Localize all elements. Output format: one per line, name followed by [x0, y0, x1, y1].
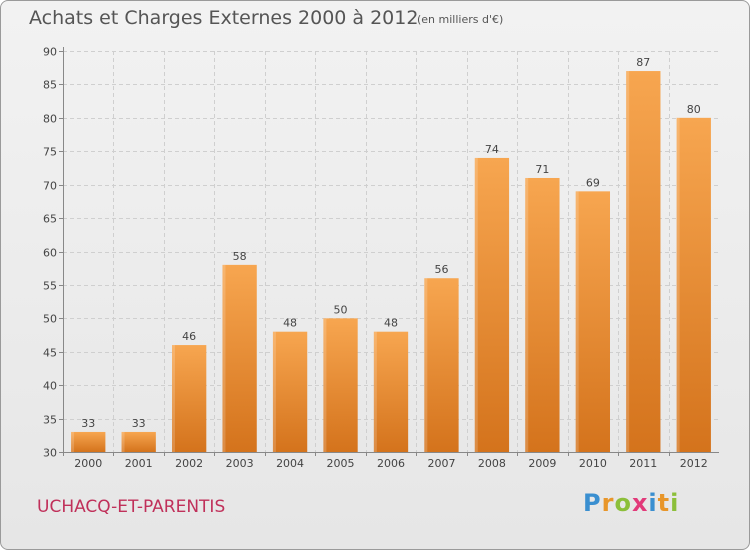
x-tick-label-2005: 2005 — [327, 457, 355, 470]
y-tick-label: 50 — [43, 313, 57, 326]
value-label-2007: 56 — [434, 263, 448, 276]
axes — [59, 47, 719, 456]
x-tick-label-2004: 2004 — [276, 457, 304, 470]
bar-2008 — [474, 157, 510, 452]
value-label-2000: 33 — [81, 417, 95, 430]
value-label-2002: 46 — [182, 330, 196, 343]
bar-highlight — [71, 431, 75, 452]
value-label-2003: 58 — [233, 250, 247, 263]
y-tick-label: 90 — [43, 46, 57, 59]
x-tick-label-2008: 2008 — [478, 457, 506, 470]
value-label-2004: 48 — [283, 317, 297, 330]
y-tick-label: 35 — [43, 414, 57, 427]
y-tick-label: 60 — [43, 247, 57, 260]
x-tick-label-2001: 2001 — [125, 457, 153, 470]
bar-2006 — [373, 331, 409, 452]
x-tick-label-2002: 2002 — [175, 457, 203, 470]
bar-highlight — [525, 177, 529, 452]
value-label-2001: 33 — [132, 417, 146, 430]
bar-2000 — [71, 431, 106, 452]
value-label-2006: 48 — [384, 317, 398, 330]
x-tick-label-2006: 2006 — [377, 457, 405, 470]
bar-2002 — [171, 345, 207, 452]
logo-letter: o — [614, 489, 632, 517]
logo-letter: r — [601, 489, 615, 517]
bar-highlight — [272, 331, 276, 452]
y-tick-label: 55 — [43, 280, 57, 293]
bar-2004 — [272, 331, 308, 452]
value-label-2012: 80 — [687, 103, 701, 116]
bar-2010 — [575, 191, 611, 452]
bars — [71, 71, 711, 453]
y-tick-label: 45 — [43, 347, 57, 360]
bar-highlight — [373, 331, 377, 452]
y-tick-label: 70 — [43, 180, 57, 193]
bar-highlight — [676, 117, 680, 452]
y-tick-label: 65 — [43, 213, 57, 226]
bar-highlight — [575, 191, 579, 452]
x-tick-label-2011: 2011 — [629, 457, 657, 470]
bar-2007 — [424, 278, 459, 452]
bar-highlight — [474, 157, 478, 452]
place-name: UCHACQ-ET-PARENTIS — [37, 497, 226, 517]
x-tick-label-2003: 2003 — [226, 457, 254, 470]
y-tick-label: 85 — [43, 79, 57, 92]
bar-2011 — [626, 71, 661, 453]
value-label-2005: 50 — [334, 303, 348, 316]
bar-highlight — [171, 345, 175, 452]
x-tick-label-2000: 2000 — [74, 457, 102, 470]
logo-letter: i — [670, 489, 680, 517]
value-label-2008: 74 — [485, 143, 499, 156]
value-label-2010: 69 — [586, 176, 600, 189]
bar-highlight — [424, 278, 428, 452]
chart-subtitle: (en milliers d'€) — [417, 13, 504, 26]
bar-highlight — [323, 318, 327, 452]
x-tick-label-2009: 2009 — [528, 457, 556, 470]
y-tick-label: 80 — [43, 113, 57, 126]
bar-2003 — [222, 264, 257, 452]
y-tick-label: 30 — [43, 447, 57, 460]
x-tick-label-2012: 2012 — [680, 457, 708, 470]
x-tick-label-2010: 2010 — [579, 457, 607, 470]
logo-letter: x — [631, 489, 649, 517]
bar-highlight — [121, 431, 125, 452]
value-label-2009: 71 — [535, 163, 549, 176]
chart-title: Achats et Charges Externes 2000 à 2012 — [29, 7, 419, 29]
bar-2012 — [676, 117, 711, 452]
bar-2001 — [121, 431, 156, 452]
value-label-2011: 87 — [636, 56, 650, 69]
x-tick-label-2007: 2007 — [427, 457, 455, 470]
logo-letter: i — [648, 489, 658, 517]
bar-highlight — [626, 71, 630, 453]
bar-highlight — [222, 264, 226, 452]
y-tick-label: 40 — [43, 380, 57, 393]
labels: 30 35 40 45 50 55 60 65 70 75 80 85 90 33 2000 33 2001 46… — [43, 46, 708, 471]
bar-2005 — [323, 318, 358, 452]
y-tick-label: 75 — [43, 146, 57, 159]
bar-2009 — [525, 177, 560, 452]
proxiti-logo[interactable]: Proxiti — [583, 489, 679, 517]
logo-letter: P — [583, 489, 602, 517]
logo-letter: t — [657, 489, 671, 517]
